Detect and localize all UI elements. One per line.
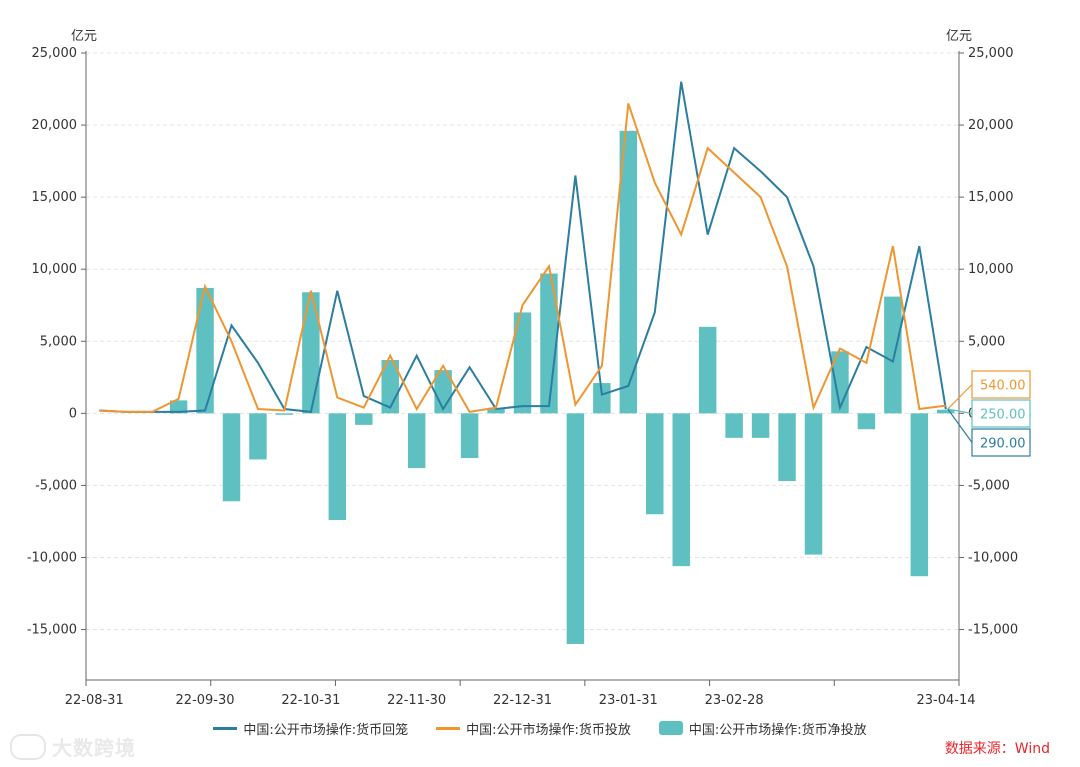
x-tick-label: 22-11-30 bbox=[387, 693, 446, 708]
bar bbox=[249, 413, 267, 460]
injection-line bbox=[99, 103, 946, 413]
y-tick-label-left: -5,000 bbox=[35, 478, 77, 493]
y-tick-label-left: 25,000 bbox=[32, 46, 78, 61]
y-tick-label-right: 20,000 bbox=[968, 118, 1014, 133]
axes: -15,000 -15,000 -10,000 -10,000 -5,000 -5,000… bbox=[27, 29, 1018, 708]
y-tick-label-left: 5,000 bbox=[40, 334, 77, 349]
bar bbox=[751, 413, 770, 438]
legend-item-injection[interactable]: 中国:公开市场操作:货币投放 bbox=[436, 719, 631, 738]
net-injection-bars bbox=[169, 130, 955, 644]
y-tick-label-right: 15,000 bbox=[968, 190, 1014, 205]
bar bbox=[407, 413, 426, 469]
bar bbox=[275, 413, 294, 415]
y-tick-label-left: -10,000 bbox=[27, 550, 77, 565]
legend-label-injection: 中国:公开市场操作:货币投放 bbox=[466, 722, 631, 738]
bar bbox=[302, 292, 320, 414]
y-tick-label-left: 15,000 bbox=[32, 190, 78, 205]
bar bbox=[910, 413, 929, 577]
watermark: 大数跨境 bbox=[10, 732, 136, 761]
watermark-logo-icon bbox=[10, 733, 46, 760]
series-lines bbox=[99, 81, 947, 413]
bar bbox=[566, 413, 585, 644]
y-tick-label-right: -5,000 bbox=[968, 478, 1010, 493]
watermark-text: 大数跨境 bbox=[52, 736, 136, 760]
y-tick-label-right: 5,000 bbox=[968, 334, 1005, 349]
recovery-line bbox=[99, 81, 947, 413]
y-tick-label-left: -15,000 bbox=[27, 623, 77, 638]
y-tick-label-right: 25,000 bbox=[968, 46, 1014, 61]
x-tick-label: 23-01-31 bbox=[599, 693, 658, 708]
legend-line-icon bbox=[213, 726, 238, 730]
bar bbox=[698, 326, 717, 414]
legend-label-net: 中国:公开市场操作:货币净投放 bbox=[688, 722, 867, 738]
bar bbox=[169, 400, 188, 414]
right-axis-unit: 亿元 bbox=[946, 29, 972, 44]
bar bbox=[593, 383, 611, 414]
bar bbox=[884, 296, 902, 414]
callout-box-injection bbox=[971, 370, 1031, 399]
y-tick-label-left: 20,000 bbox=[32, 118, 78, 133]
callout-pointer bbox=[947, 384, 973, 410]
bar bbox=[646, 413, 664, 515]
bar bbox=[540, 273, 558, 414]
legend-item-net[interactable]: 中国:公开市场操作:货币净投放 bbox=[658, 719, 867, 738]
x-tick-label: 23-02-28 bbox=[705, 693, 764, 708]
callout-pointer bbox=[947, 408, 973, 443]
x-tick-label: 22-09-30 bbox=[176, 693, 235, 708]
chart-canvas: -15,000 -15,000 -10,000 -10,000 -5,000 -5,000… bbox=[27, 29, 1031, 708]
legend: 中国:公开市场操作:货币回笼 中国:公开市场操作:货币投放 中国:公开市场操作:… bbox=[0, 716, 1080, 740]
bar bbox=[222, 413, 241, 502]
bar bbox=[857, 413, 876, 430]
data-source: 数据来源：Wind bbox=[944, 741, 1050, 757]
bar bbox=[778, 413, 796, 482]
y-tick-label-left: 10,000 bbox=[32, 262, 78, 277]
bar bbox=[937, 409, 955, 414]
x-tick-label: 23-04-14 bbox=[916, 693, 975, 708]
bar bbox=[619, 130, 638, 414]
left-axis-unit: 亿元 bbox=[71, 29, 97, 44]
y-tick-label-right: 10,000 bbox=[968, 262, 1014, 277]
x-tick-label: 22-08-31 bbox=[65, 693, 124, 708]
legend-line-icon bbox=[436, 726, 461, 730]
bar bbox=[725, 413, 743, 438]
callout-value-recovery: 290.00 bbox=[980, 437, 1026, 452]
callout-value-injection: 540.00 bbox=[980, 379, 1026, 394]
end-value-callouts: 540.00 250.00 290.00 bbox=[947, 370, 1031, 457]
bar bbox=[328, 413, 347, 521]
callout-box-recovery bbox=[971, 428, 1031, 457]
bar bbox=[196, 287, 214, 414]
legend-bar-icon bbox=[658, 721, 683, 735]
legend-item-recovery[interactable]: 中国:公开市场操作:货币回笼 bbox=[213, 719, 408, 738]
legend-label-recovery: 中国:公开市场操作:货币回笼 bbox=[243, 722, 409, 738]
y-tick-label-right: -15,000 bbox=[968, 623, 1018, 638]
x-tick-label: 22-10-31 bbox=[281, 693, 340, 708]
bar bbox=[513, 312, 532, 414]
bar bbox=[487, 409, 505, 414]
y-tick-label-right: -10,000 bbox=[968, 550, 1018, 565]
bar bbox=[460, 413, 479, 459]
y-tick-label-left: 0 bbox=[69, 406, 77, 421]
bar bbox=[804, 413, 823, 555]
callout-value-net: 250.00 bbox=[980, 408, 1026, 423]
bar bbox=[355, 413, 373, 425]
bar bbox=[672, 413, 690, 567]
callout-box-net bbox=[971, 399, 1031, 428]
x-tick-label: 22-12-31 bbox=[493, 693, 552, 708]
callout-pointer bbox=[947, 408, 973, 415]
